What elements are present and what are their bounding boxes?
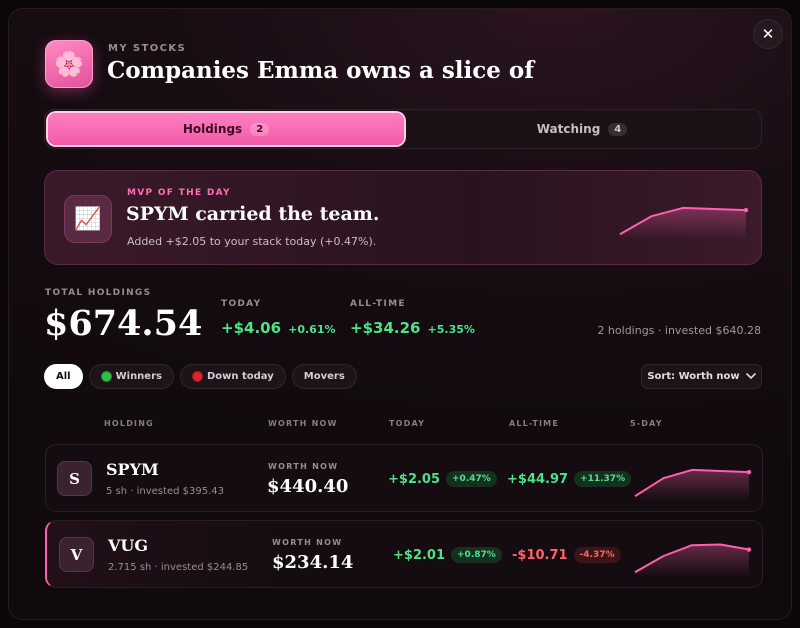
alltime-change: +$34.26 +5.35% <box>350 318 475 337</box>
holdings-tabs: Holdings 2 Watching 4 <box>44 109 762 149</box>
mvp-card: 📈 MVP OF THE DAY SPYM carried the team. … <box>44 170 762 265</box>
worth-label: WORTH NOW <box>268 462 339 471</box>
worth-value: $440.40 <box>267 476 349 497</box>
filter-winners[interactable]: Winners <box>88 364 174 389</box>
five-day-sparkline <box>634 468 752 501</box>
tab-watching[interactable]: Watching 4 <box>404 113 760 145</box>
holding-row-spym[interactable]: S SPYM 5 sh · invested $395.43 WORTH NOW… <box>45 444 763 512</box>
sparkline-end-dot <box>746 547 752 552</box>
mvp-subtext: Added +$2.05 to your stack today (+0.47%… <box>127 235 377 248</box>
holding-details: 2.715 sh · invested $244.85 <box>108 562 249 573</box>
column-fiveday: 5-DAY <box>630 419 663 428</box>
cherry-blossom-icon: 🌸 <box>45 40 93 88</box>
sparkline-end-dot <box>746 469 752 475</box>
today-cell: +$2.05 +0.47% <box>388 471 497 487</box>
mvp-headline: SPYM carried the team. <box>126 203 380 225</box>
ticker-avatar: V <box>59 537 94 572</box>
tab-holdings[interactable]: Holdings 2 <box>48 113 404 145</box>
alltime-amount: -$10.71 <box>512 547 568 563</box>
five-day-sparkline <box>634 543 752 577</box>
green-circle-icon <box>100 371 112 382</box>
tab-watching-label: Watching <box>536 122 601 136</box>
sparkline-line <box>634 543 750 574</box>
stocks-modal: ✕ 🌸 MY STOCKS Companies Emma owns a slic… <box>8 8 792 620</box>
tab-watching-count: 4 <box>608 122 628 136</box>
chevron-down-icon <box>745 373 756 380</box>
sort-label: Sort: Worth now <box>647 371 740 382</box>
today-amount: +$2.05 <box>388 471 441 487</box>
today-label: TODAY <box>221 299 262 309</box>
ticker-avatar: S <box>57 461 92 496</box>
mvp-sparkline <box>619 206 749 239</box>
holding-row-vug[interactable]: V VUG 2.715 sh · invested $244.85 WORTH … <box>45 520 763 588</box>
today-amount: +$4.06 <box>221 319 282 337</box>
total-holdings-label: TOTAL HOLDINGS <box>45 288 152 298</box>
total-holdings-value: $674.54 <box>44 303 203 344</box>
alltime-percent-badge: +11.37% <box>574 471 632 487</box>
tab-holdings-count: 2 <box>250 122 270 136</box>
filter-all[interactable]: All <box>44 364 83 389</box>
mvp-eyebrow: MVP OF THE DAY <box>127 188 231 198</box>
alltime-cell: +$44.97 +11.37% <box>507 471 632 487</box>
sparkline-line <box>634 468 750 498</box>
alltime-percent: +5.35% <box>427 323 475 336</box>
section-eyebrow: MY STOCKS <box>108 43 187 54</box>
alltime-amount: +$44.97 <box>507 471 569 487</box>
sort-dropdown[interactable]: Sort: Worth now <box>641 364 762 389</box>
red-circle-icon <box>191 371 203 382</box>
close-icon: ✕ <box>761 25 775 43</box>
chart-increasing-icon: 📈 <box>64 195 112 243</box>
alltime-amount: +$34.26 <box>350 319 421 337</box>
today-percent-badge: +0.87% <box>451 547 502 563</box>
alltime-label: ALL-TIME <box>350 299 406 309</box>
ticker-symbol: VUG <box>108 536 149 555</box>
today-change: +$4.06 +0.61% <box>221 318 336 337</box>
tab-holdings-label: Holdings <box>182 122 243 136</box>
holdings-summary: 2 holdings · invested $640.28 <box>597 324 761 337</box>
page-title: Companies Emma owns a slice of <box>107 57 535 84</box>
alltime-cell: -$10.71 -4.37% <box>512 547 621 563</box>
worth-value: $234.14 <box>272 552 354 573</box>
column-holding: HOLDING <box>104 419 154 428</box>
today-amount: +$2.01 <box>393 547 446 563</box>
today-percent: +0.61% <box>288 323 336 336</box>
close-button[interactable]: ✕ <box>753 19 783 49</box>
filter-chips: All Winners Down today Movers <box>44 364 357 389</box>
filter-down-today[interactable]: Down today <box>179 364 286 389</box>
sparkline-line <box>619 206 747 236</box>
column-worth: WORTH NOW <box>268 419 338 428</box>
alltime-percent-badge: -4.37% <box>573 547 621 563</box>
today-cell: +$2.01 +0.87% <box>393 547 502 563</box>
sparkline-area <box>635 469 749 501</box>
ticker-symbol: SPYM <box>106 460 159 479</box>
sparkline-end-dot <box>743 207 749 213</box>
column-alltime: ALL-TIME <box>509 419 559 428</box>
today-percent-badge: +0.47% <box>446 471 497 487</box>
sparkline-area <box>620 207 746 239</box>
filter-movers[interactable]: Movers <box>291 364 357 389</box>
sparkline-area <box>635 544 749 577</box>
holding-details: 5 sh · invested $395.43 <box>106 486 224 497</box>
column-today: TODAY <box>389 419 426 428</box>
worth-label: WORTH NOW <box>272 538 343 547</box>
